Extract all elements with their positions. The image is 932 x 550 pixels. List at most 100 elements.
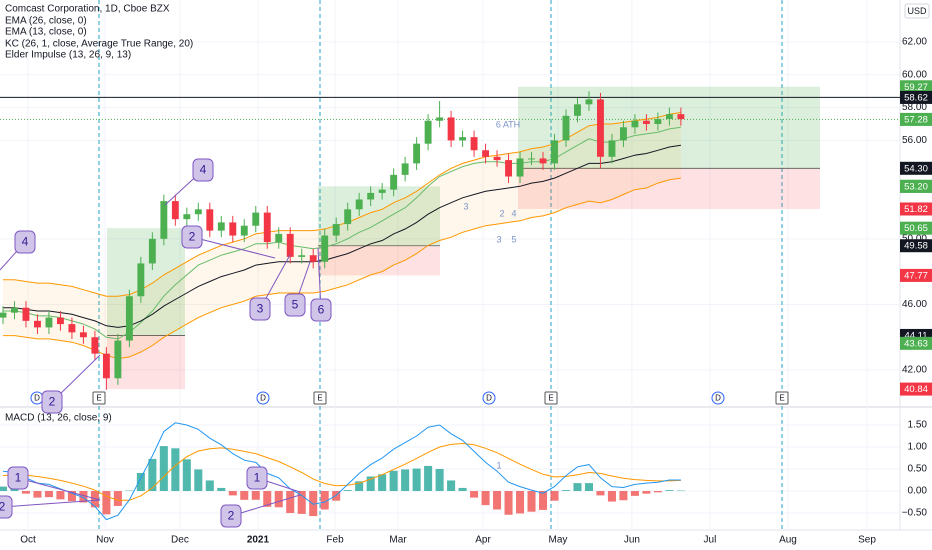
candle-body <box>298 255 306 257</box>
histogram-bar <box>619 491 628 501</box>
candle-body <box>447 117 455 141</box>
histogram-bar <box>630 491 639 496</box>
callout-box <box>41 390 63 414</box>
event-label: D <box>260 394 266 403</box>
candle-body <box>252 212 260 226</box>
macd-title: MACD (13, 26, close, 9) <box>5 413 112 424</box>
histogram-bar <box>481 491 490 506</box>
x-tick-label: Aug <box>779 535 797 546</box>
candle-body <box>597 99 604 157</box>
price-label: 59.27 <box>904 82 928 93</box>
histogram-bar <box>136 472 145 492</box>
histogram-bar <box>401 469 410 492</box>
signal-line <box>2 442 681 501</box>
candle-body <box>355 199 363 210</box>
ema13-line <box>3 126 681 340</box>
histogram-bar <box>584 483 593 492</box>
price-label-bg <box>900 179 932 193</box>
candle-body <box>562 115 570 141</box>
loss-zone <box>518 168 820 209</box>
histogram-bar <box>447 480 456 492</box>
event-label: D <box>715 394 721 403</box>
y-tick-label: −0.50 <box>902 508 928 519</box>
callout-label: 1 <box>15 471 22 485</box>
wave-label: 3 <box>496 234 501 244</box>
event-label: E <box>548 394 553 403</box>
histogram-bar <box>516 491 525 514</box>
x-tick-label: 2021 <box>247 535 270 546</box>
callout-label: 6 <box>318 303 325 317</box>
x-tick-label: Oct <box>20 535 36 546</box>
histogram-bar <box>561 490 571 492</box>
price-label-bg <box>900 161 932 175</box>
callout-box <box>246 466 268 490</box>
callout-pointer <box>1 499 101 508</box>
wave-label: 2 <box>499 208 504 218</box>
callout-box <box>7 466 29 490</box>
candle-body <box>183 214 191 220</box>
histogram-bar <box>676 490 685 492</box>
wave-label: 1 <box>496 460 501 470</box>
candle-body <box>505 160 512 177</box>
callout-pointer <box>17 477 101 501</box>
callout-box <box>14 230 36 254</box>
histogram-bar <box>653 491 662 493</box>
callout-label: 2 <box>0 500 6 514</box>
callout-label: 2 <box>228 509 235 523</box>
callout-box <box>181 225 203 249</box>
histogram-bar <box>113 491 122 506</box>
histogram-bar <box>0 486 8 492</box>
callout-label: 2 <box>49 395 56 409</box>
histogram-bar <box>573 483 582 492</box>
histogram-bar <box>251 491 260 500</box>
histogram-bar <box>596 491 605 496</box>
x-tick-label: May <box>548 535 567 546</box>
price-label: 50.65 <box>904 223 928 234</box>
histogram-bar <box>102 491 111 515</box>
histogram-bar <box>44 491 53 498</box>
currency-box[interactable] <box>904 3 930 19</box>
event-marker <box>482 391 496 405</box>
candle-body <box>344 209 352 225</box>
callout-pointer <box>230 494 301 517</box>
candle-body <box>11 307 18 313</box>
event-marker <box>544 391 558 405</box>
event-marker <box>256 391 270 405</box>
candle-body <box>459 137 467 141</box>
price-label: 44.11 <box>904 330 927 341</box>
histogram-bar <box>182 459 191 492</box>
candle-body <box>275 233 283 243</box>
candle-body <box>436 117 444 121</box>
candle-body <box>309 255 317 262</box>
histogram-bar <box>355 481 364 492</box>
price-label-bg <box>900 112 932 126</box>
callout-label: 4 <box>200 163 207 177</box>
y-tick-label: 56.00 <box>902 135 927 146</box>
price-label-bg <box>900 268 932 282</box>
histogram-bar <box>343 490 352 492</box>
histogram-bar <box>665 490 674 492</box>
candle-body <box>528 158 535 160</box>
candle-body <box>551 140 558 164</box>
x-tick-label: Jul <box>704 535 717 546</box>
candle-body <box>45 317 53 328</box>
candle-body <box>56 317 64 325</box>
histogram-bar <box>527 491 536 512</box>
candle-body <box>654 119 662 125</box>
candle-body <box>79 332 87 338</box>
wave-label: 5 <box>511 234 516 244</box>
candle-body <box>125 296 133 341</box>
price-label: 53.20 <box>904 181 928 192</box>
price-label-bg <box>900 382 932 396</box>
histogram-bar <box>33 491 42 498</box>
candle-body <box>585 99 593 105</box>
histogram-bar <box>642 491 651 494</box>
callout-label: 3 <box>257 302 264 316</box>
event-marker <box>313 391 327 405</box>
histogram-bar <box>240 491 249 500</box>
histogram-bar <box>309 491 318 517</box>
callout-pointer <box>191 236 276 259</box>
price-label: 49.58 <box>904 241 928 252</box>
candle-body <box>424 120 432 144</box>
